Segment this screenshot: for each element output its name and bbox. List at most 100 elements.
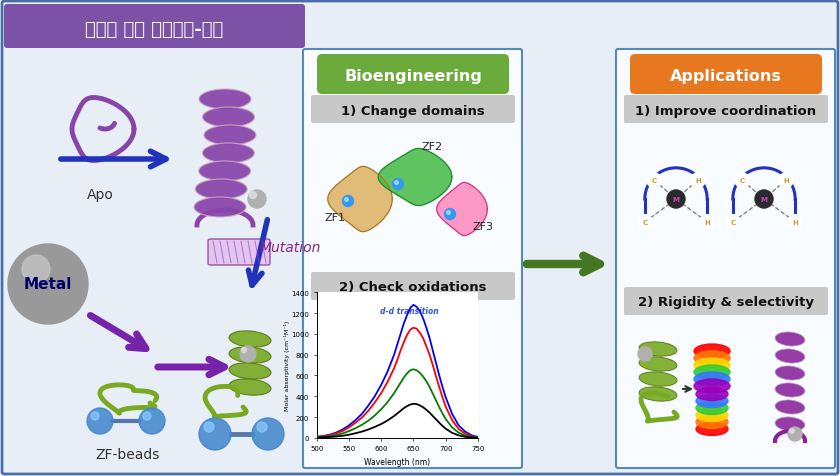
Text: ZF1: ZF1 [324, 213, 345, 223]
Ellipse shape [194, 198, 246, 218]
Circle shape [726, 216, 740, 229]
FancyBboxPatch shape [616, 50, 835, 468]
Text: 2) Check oxidations: 2) Check oxidations [339, 281, 486, 294]
Text: Mutation: Mutation [260, 240, 321, 255]
Text: Apo: Apo [87, 188, 113, 201]
Circle shape [257, 422, 267, 432]
Circle shape [91, 412, 99, 420]
Polygon shape [378, 149, 452, 206]
Circle shape [139, 408, 165, 434]
Text: Bioengineering: Bioengineering [344, 69, 482, 84]
Circle shape [22, 256, 50, 283]
FancyBboxPatch shape [311, 272, 515, 300]
Ellipse shape [775, 332, 805, 347]
Circle shape [343, 196, 354, 207]
Polygon shape [437, 183, 487, 236]
Ellipse shape [199, 90, 251, 110]
Ellipse shape [199, 162, 250, 182]
Text: 중금속 검출 징크핑거-비드: 중금속 검출 징크핑거-비드 [85, 21, 223, 39]
FancyBboxPatch shape [624, 288, 828, 315]
Circle shape [755, 190, 773, 208]
Circle shape [638, 216, 652, 229]
Circle shape [444, 209, 455, 220]
FancyBboxPatch shape [624, 96, 828, 124]
Ellipse shape [195, 179, 247, 199]
Text: H: H [792, 219, 798, 226]
Ellipse shape [229, 363, 271, 379]
Ellipse shape [202, 144, 255, 164]
Ellipse shape [775, 349, 805, 363]
Polygon shape [328, 167, 392, 232]
Text: M: M [760, 197, 768, 203]
Ellipse shape [694, 351, 730, 365]
Text: C: C [643, 219, 648, 226]
Circle shape [790, 429, 795, 433]
Circle shape [143, 412, 151, 420]
Ellipse shape [694, 372, 730, 386]
Ellipse shape [204, 126, 256, 146]
Ellipse shape [696, 408, 728, 422]
Circle shape [248, 190, 266, 208]
Ellipse shape [694, 358, 730, 372]
Ellipse shape [639, 372, 677, 387]
Ellipse shape [229, 331, 271, 347]
Circle shape [788, 427, 802, 441]
Ellipse shape [775, 366, 805, 380]
Text: 2) Rigidity & selectivity: 2) Rigidity & selectivity [638, 296, 814, 309]
Ellipse shape [202, 108, 255, 128]
Text: C: C [730, 219, 735, 226]
Ellipse shape [229, 379, 271, 396]
Circle shape [690, 174, 705, 188]
Circle shape [788, 216, 802, 229]
Ellipse shape [775, 400, 805, 414]
Ellipse shape [696, 423, 728, 436]
Circle shape [647, 174, 661, 188]
Y-axis label: Molar absorptivity (cm⁻¹M⁻¹): Molar absorptivity (cm⁻¹M⁻¹) [284, 320, 290, 410]
Circle shape [638, 347, 652, 361]
Text: 1) Change domains: 1) Change domains [341, 104, 485, 117]
Ellipse shape [639, 342, 677, 357]
Circle shape [779, 174, 793, 188]
Ellipse shape [696, 395, 728, 407]
Circle shape [242, 348, 246, 353]
Ellipse shape [694, 365, 730, 379]
X-axis label: Wavelength (nm): Wavelength (nm) [365, 457, 430, 466]
Circle shape [249, 192, 256, 199]
Text: 1) Improve coordination: 1) Improve coordination [635, 104, 816, 117]
Text: H: H [783, 178, 789, 184]
Circle shape [701, 216, 714, 229]
Text: M: M [673, 197, 680, 203]
FancyBboxPatch shape [311, 96, 515, 124]
Ellipse shape [639, 387, 677, 401]
Ellipse shape [229, 347, 271, 363]
Text: Metal: Metal [24, 277, 72, 292]
Text: Applications: Applications [670, 69, 782, 84]
FancyBboxPatch shape [303, 50, 522, 468]
Text: H: H [695, 178, 701, 184]
Circle shape [87, 408, 113, 434]
FancyBboxPatch shape [208, 239, 270, 266]
Circle shape [344, 198, 349, 202]
Text: H: H [704, 219, 710, 226]
Ellipse shape [696, 402, 728, 415]
Text: ZF2: ZF2 [422, 142, 443, 152]
Circle shape [8, 245, 88, 324]
Circle shape [735, 174, 749, 188]
Ellipse shape [696, 416, 728, 428]
Ellipse shape [775, 383, 805, 397]
Circle shape [667, 190, 685, 208]
Circle shape [447, 211, 450, 215]
Circle shape [204, 422, 214, 432]
Ellipse shape [694, 344, 730, 358]
Circle shape [199, 418, 231, 450]
Circle shape [392, 179, 403, 190]
FancyBboxPatch shape [4, 5, 305, 49]
Text: d-d transition: d-d transition [380, 307, 438, 316]
Text: ZF-beads: ZF-beads [96, 447, 160, 461]
Ellipse shape [775, 417, 805, 431]
Ellipse shape [639, 357, 677, 371]
Circle shape [252, 418, 284, 450]
Ellipse shape [694, 379, 730, 393]
Circle shape [240, 346, 256, 362]
Text: ZF3: ZF3 [472, 221, 494, 231]
